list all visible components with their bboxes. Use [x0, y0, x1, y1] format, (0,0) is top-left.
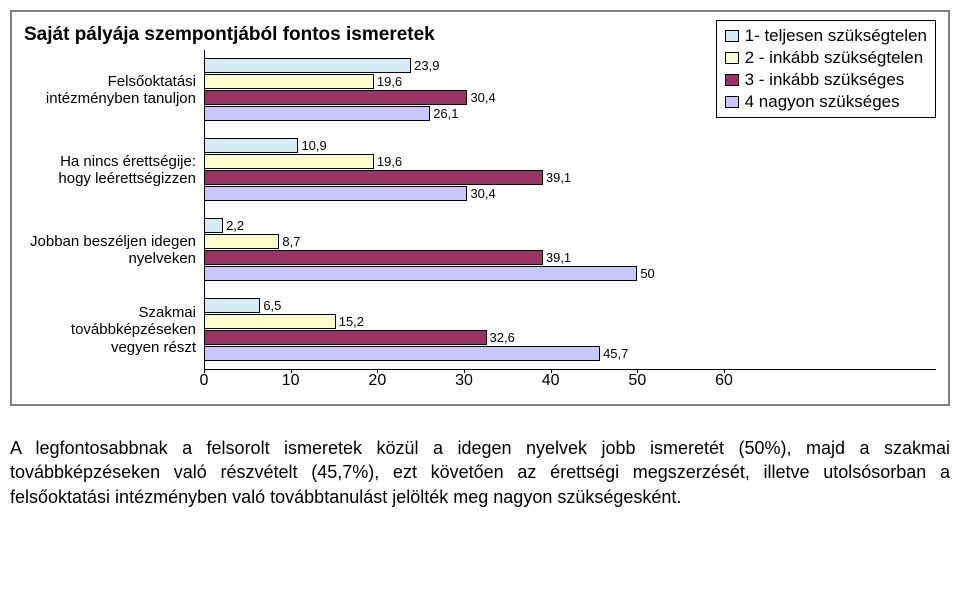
- x-tick: 40: [542, 372, 560, 390]
- chart-body: Felsőoktatási intézményben tanuljonHa ni…: [24, 50, 936, 370]
- category-label: Szakmai továbbképzéseken vegyen részt: [24, 290, 204, 370]
- bar: 8,7: [204, 234, 279, 249]
- bar-value-label: 19,6: [373, 74, 402, 89]
- bar-value-label: 23,9: [410, 58, 439, 73]
- bar-value-label: 39,1: [542, 170, 571, 185]
- bar-group: 2,28,739,150: [204, 210, 936, 290]
- bar: 39,1: [204, 250, 543, 265]
- x-tick: 10: [282, 372, 300, 390]
- bar-group: 6,515,232,645,7: [204, 290, 936, 370]
- legend-item: 1- teljesen szükségtelen: [725, 25, 927, 47]
- chart-container: Saját pályája szempontjából fontos ismer…: [10, 10, 950, 406]
- x-axis: 0102030405060: [204, 372, 724, 392]
- bar: 10,9: [204, 138, 298, 153]
- bar-value-label: 32,6: [486, 330, 515, 345]
- bar-group: 10,919,639,130,4: [204, 130, 936, 210]
- bar-value-label: 15,2: [335, 314, 364, 329]
- bar-value-label: 30,4: [466, 186, 495, 201]
- bar: 50: [204, 266, 637, 281]
- bar: 2,2: [204, 218, 223, 233]
- bar: 39,1: [204, 170, 543, 185]
- bar-value-label: 30,4: [466, 90, 495, 105]
- bar: 32,6: [204, 330, 487, 345]
- bar-value-label: 19,6: [373, 154, 402, 169]
- legend-label: 1- teljesen szükségtelen: [745, 26, 927, 46]
- x-tick: 20: [368, 372, 386, 390]
- bar-value-label: 10,9: [297, 138, 326, 153]
- bar-value-label: 45,7: [599, 346, 628, 361]
- plot-area: 23,919,630,426,110,919,639,130,42,28,739…: [204, 50, 936, 370]
- x-tick: 50: [628, 372, 646, 390]
- bar-value-label: 2,2: [222, 218, 244, 233]
- category-label: Jobban beszéljen idegen nyelveken: [24, 210, 204, 290]
- bar-value-label: 39,1: [542, 250, 571, 265]
- category-label: Felsőoktatási intézményben tanuljon: [24, 50, 204, 130]
- description-paragraph: A legfontosabbnak a felsorolt ismeretek …: [10, 436, 950, 509]
- bar: 19,6: [204, 154, 374, 169]
- bar-value-label: 8,7: [278, 234, 300, 249]
- legend-swatch: [725, 30, 739, 42]
- category-labels: Felsőoktatási intézményben tanuljonHa ni…: [24, 50, 204, 370]
- bar: 30,4: [204, 186, 467, 201]
- bar: 45,7: [204, 346, 600, 361]
- bar-group: 23,919,630,426,1: [204, 50, 936, 130]
- x-tick: 0: [200, 372, 209, 390]
- bar: 15,2: [204, 314, 336, 329]
- x-tick: 30: [455, 372, 473, 390]
- bar: 30,4: [204, 90, 467, 105]
- bar-value-label: 50: [636, 266, 654, 281]
- bar-value-label: 26,1: [429, 106, 458, 121]
- bar: 19,6: [204, 74, 374, 89]
- bar-value-label: 6,5: [259, 298, 281, 313]
- bar: 6,5: [204, 298, 260, 313]
- x-tick: 60: [715, 372, 733, 390]
- category-label: Ha nincs érettségije: hogy leérettségizz…: [24, 130, 204, 210]
- bar: 23,9: [204, 58, 411, 73]
- bar: 26,1: [204, 106, 430, 121]
